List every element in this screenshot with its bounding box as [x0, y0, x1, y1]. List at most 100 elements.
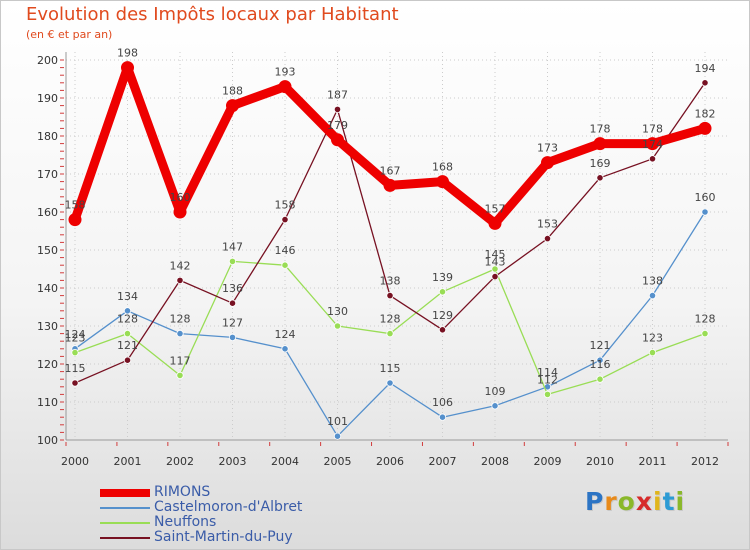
- data-point: [386, 291, 394, 300]
- data-label: 124: [65, 328, 86, 341]
- data-label: 121: [590, 339, 611, 352]
- data-point: [541, 156, 554, 170]
- data-point: [228, 257, 237, 265]
- data-label: 194: [695, 62, 716, 75]
- data-label: 168: [432, 161, 453, 174]
- data-label: 167: [380, 164, 401, 177]
- x-tick-label: 2006: [376, 455, 404, 468]
- data-label: 198: [117, 47, 138, 60]
- data-point: [543, 235, 552, 243]
- data-label: 138: [380, 275, 401, 288]
- data-label: 160: [695, 191, 716, 204]
- logo-letter: r: [604, 487, 618, 516]
- data-point: [383, 178, 397, 192]
- data-point: [281, 345, 289, 353]
- data-label: 128: [170, 313, 191, 326]
- data-label: 114: [537, 366, 558, 379]
- data-point: [436, 175, 449, 189]
- data-point: [488, 216, 502, 230]
- y-tick-label: 100: [37, 434, 58, 447]
- data-label: 123: [65, 332, 86, 345]
- y-tick-label: 160: [37, 206, 58, 219]
- data-label: 106: [432, 396, 453, 409]
- data-point: [123, 307, 132, 315]
- data-label: 127: [222, 316, 243, 329]
- data-point: [173, 205, 187, 219]
- data-label: 128: [695, 313, 716, 326]
- legend-label: Castelmoron-d'Albret: [154, 499, 303, 515]
- data-label: 142: [170, 259, 191, 272]
- data-label: 157: [485, 202, 506, 215]
- data-point: [438, 326, 447, 334]
- logo-letter: x: [635, 487, 653, 516]
- data-label: 128: [380, 313, 401, 326]
- data-label: 130: [327, 305, 348, 318]
- y-tick-label: 110: [37, 396, 58, 409]
- chart-title: Evolution des Impôts locaux par Habitant: [26, 4, 399, 25]
- data-label: 193: [275, 66, 296, 79]
- legend-swatch: [100, 522, 150, 524]
- y-tick-label: 120: [37, 358, 58, 371]
- x-tick-label: 2007: [429, 455, 457, 468]
- data-label: 112: [537, 373, 558, 386]
- data-point: [176, 329, 184, 338]
- data-label: 101: [327, 415, 348, 428]
- data-point: [698, 121, 712, 135]
- data-label: 188: [222, 85, 243, 98]
- data-label: 174: [642, 138, 663, 151]
- data-label: 138: [642, 275, 663, 288]
- x-tick-label: 2009: [534, 455, 562, 468]
- data-label: 143: [485, 256, 506, 269]
- data-point: [228, 333, 237, 341]
- data-point: [226, 99, 239, 113]
- data-label: 169: [590, 157, 611, 170]
- proxiti-logo: Proxiti: [585, 487, 685, 516]
- legend-label: Neuffons: [154, 514, 217, 530]
- logo-letter: t: [662, 487, 676, 516]
- x-tick-label: 2010: [586, 455, 614, 468]
- data-point: [386, 379, 394, 387]
- logo-letter: P: [585, 487, 605, 516]
- data-point: [176, 276, 184, 284]
- data-label: 109: [485, 385, 506, 398]
- data-point: [701, 329, 709, 338]
- data-point: [491, 265, 499, 273]
- data-label: 182: [695, 107, 716, 120]
- logo-letter: o: [617, 487, 636, 516]
- data-label: 160: [170, 191, 191, 204]
- data-point: [596, 356, 604, 364]
- data-point: [596, 375, 604, 383]
- x-tick-label: 2005: [324, 455, 352, 468]
- data-point: [71, 379, 79, 387]
- data-label: 146: [275, 244, 296, 257]
- data-label: 153: [537, 218, 558, 231]
- data-point: [71, 348, 79, 357]
- data-label: 128: [117, 313, 138, 326]
- data-point: [176, 371, 184, 379]
- data-label: 145: [485, 248, 506, 261]
- data-point: [281, 216, 289, 224]
- data-point: [333, 105, 342, 114]
- x-tick-label: 2012: [691, 455, 719, 468]
- data-label: 179: [327, 119, 348, 132]
- legend-swatch: [100, 537, 150, 539]
- x-tick-label: 2001: [114, 455, 142, 468]
- data-point: [123, 356, 132, 364]
- data-point: [333, 322, 342, 330]
- data-label: 121: [117, 339, 138, 352]
- y-tick-label: 180: [37, 130, 58, 143]
- data-label: 136: [222, 282, 243, 295]
- data-label: 116: [590, 358, 611, 371]
- data-point: [491, 402, 499, 410]
- data-point: [331, 133, 344, 147]
- legend-label: RIMONS: [154, 484, 211, 500]
- y-tick-label: 150: [37, 244, 58, 257]
- data-point: [646, 137, 659, 151]
- data-point: [701, 208, 709, 216]
- data-point: [593, 137, 607, 151]
- data-point: [491, 272, 499, 281]
- x-tick-label: 2011: [639, 455, 667, 468]
- data-label: 147: [222, 240, 243, 253]
- y-tick-label: 200: [37, 54, 58, 67]
